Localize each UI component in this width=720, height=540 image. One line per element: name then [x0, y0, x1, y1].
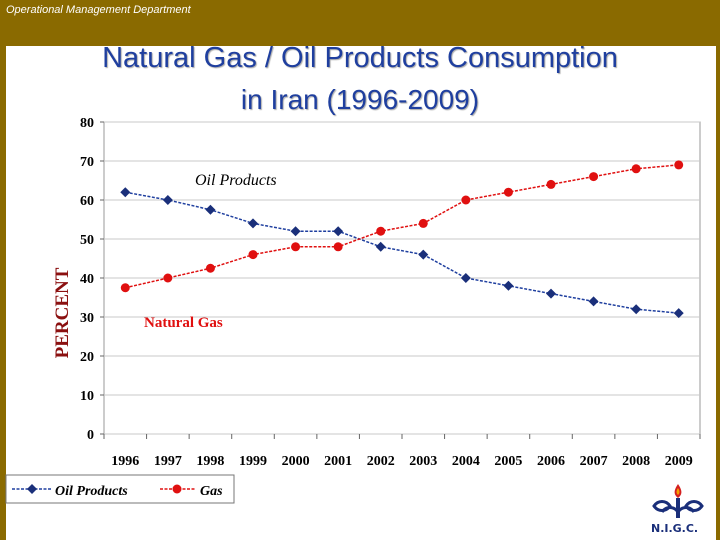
x-tick-label: 2003	[409, 454, 437, 469]
y-tick-label: 10	[80, 389, 94, 404]
x-tick-label: 2004	[452, 454, 480, 469]
data-point-gas	[589, 172, 599, 182]
slide-title-line2: in Iran (1996-2009)	[240, 84, 480, 115]
slide-title-line1: Natural Gas / Oil Products Consumption	[102, 42, 618, 74]
data-point-gas	[503, 187, 513, 197]
data-point-oil-products	[631, 304, 642, 315]
x-tick-label: 2009	[665, 454, 693, 469]
x-tick-label: 2008	[622, 454, 650, 469]
right-stripe	[716, 46, 720, 540]
data-point-gas	[291, 242, 301, 252]
x-tick-label: 2005	[494, 454, 522, 469]
x-tick-label: 2002	[367, 454, 395, 469]
nigc-logo-icon	[652, 484, 704, 518]
data-point-oil-products	[418, 249, 429, 260]
data-point-oil-products	[205, 204, 216, 215]
legend-label-gas: Gas	[200, 484, 223, 499]
data-point-gas	[248, 250, 258, 260]
x-tick-label: 1996	[111, 454, 139, 469]
data-point-gas	[674, 160, 684, 170]
data-point-gas	[163, 273, 173, 283]
x-tick-label: 1998	[196, 454, 224, 469]
header-band	[0, 0, 720, 46]
data-point-oil-products	[162, 195, 173, 205]
data-point-oil-products	[375, 241, 386, 252]
x-tick-label: 1997	[154, 454, 182, 469]
data-point-gas	[546, 179, 556, 189]
legend: Oil Products Gas	[5, 474, 235, 504]
y-tick-label: 30	[80, 311, 94, 326]
y-axis-label: PERCENT	[52, 267, 73, 358]
data-point-gas	[172, 484, 182, 494]
series-line-oil-products	[125, 191, 679, 314]
data-point-oil-products	[460, 273, 471, 283]
data-point-gas	[631, 164, 641, 174]
data-point-oil-products	[120, 187, 131, 198]
data-point-oil-products	[248, 218, 258, 229]
y-tick-label: 20	[80, 350, 94, 365]
x-tick-label: 1999	[239, 454, 267, 469]
y-tick-label: 50	[80, 233, 94, 248]
y-tick-label: 40	[80, 272, 94, 287]
data-point-oil-products	[503, 280, 514, 291]
annotation-oil-products: Oil Products	[195, 172, 277, 189]
data-point-oil-products	[27, 484, 37, 494]
annotation-natural-gas: Natural Gas	[144, 315, 223, 331]
data-point-oil-products	[333, 226, 344, 237]
nigc-logo-text: N.I.G.C.	[651, 522, 699, 535]
x-tick-label: 2001	[324, 454, 352, 469]
x-tick-label: 2006	[537, 454, 565, 469]
data-point-oil-products	[290, 226, 301, 237]
legend-label-oil-products: Oil Products	[55, 484, 128, 499]
x-tick-label: 2000	[282, 454, 310, 469]
y-tick-label: 60	[80, 194, 94, 209]
x-tick-label: 2007	[580, 454, 608, 469]
y-tick-label: 0	[87, 428, 94, 443]
data-point-gas	[333, 242, 343, 252]
data-point-oil-products	[673, 308, 684, 319]
data-point-gas	[418, 218, 428, 228]
left-stripe	[0, 46, 6, 540]
department-label: Operational Management Department	[6, 4, 191, 16]
data-point-gas	[461, 195, 471, 205]
data-point-oil-products	[588, 296, 599, 307]
series-line-gas	[125, 164, 679, 289]
y-tick-label: 70	[80, 155, 94, 170]
y-tick-label: 80	[80, 116, 94, 131]
data-point-gas	[376, 226, 386, 236]
data-point-gas	[120, 283, 130, 293]
data-point-oil-products	[546, 288, 556, 299]
data-point-gas	[205, 263, 215, 273]
